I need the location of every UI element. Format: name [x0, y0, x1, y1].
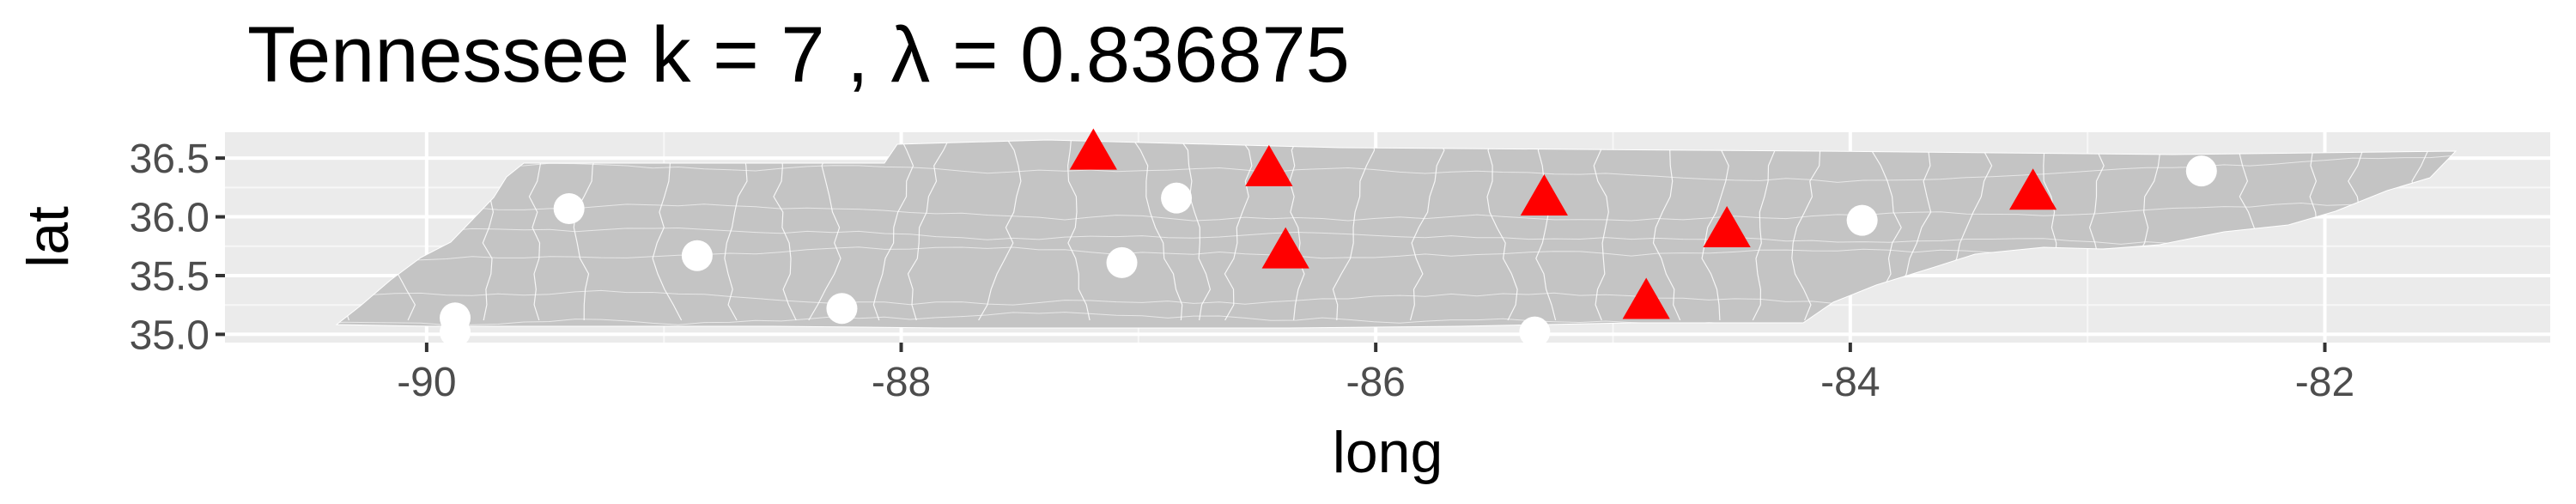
- county-boundary: [1178, 140, 1212, 321]
- x-axis-label: long: [1333, 420, 1443, 485]
- x-tick-label: -82: [2295, 360, 2354, 405]
- data-point-circle: [1106, 246, 1138, 278]
- county-boundary: [337, 155, 2456, 183]
- county-boundary: [1593, 140, 1609, 321]
- x-tick-label: -86: [1346, 360, 1405, 405]
- data-point-circle: [826, 293, 858, 325]
- y-tick-label: 35.5: [130, 254, 210, 300]
- county-boundary: [1791, 140, 1821, 321]
- county-boundary: [573, 140, 605, 321]
- county-boundary: [1131, 140, 1183, 321]
- county-boundary: [1066, 140, 1091, 321]
- data-point-circle: [553, 192, 585, 224]
- county-boundary: [1409, 140, 1445, 321]
- y-tick-label: 36.0: [130, 196, 210, 241]
- data-point-circle: [1846, 204, 1878, 236]
- county-boundary: [337, 202, 2456, 222]
- points-layer: [440, 155, 2217, 348]
- center-triangle: [1069, 128, 1117, 170]
- y-tick-label: 35.0: [130, 313, 210, 358]
- x-axis-ticks: -90 -88 -86 -84 -82: [397, 343, 2354, 405]
- data-point-circle: [2185, 155, 2217, 187]
- y-axis-label: lat: [15, 206, 81, 268]
- county-boundary: [528, 140, 544, 321]
- center-triangle: [1622, 277, 1670, 319]
- center-triangle: [1261, 227, 1309, 269]
- county-boundary: [1652, 140, 1681, 321]
- county-boundary: [1486, 140, 1518, 321]
- x-tick-label: -90: [397, 360, 456, 405]
- y-axis-ticks: 35.0 35.5 36.0 36.5: [130, 137, 225, 358]
- data-point-circle: [681, 240, 713, 271]
- county-boundary: [337, 227, 2456, 246]
- data-point-circle: [440, 302, 471, 334]
- y-tick-label: 36.5: [130, 137, 210, 182]
- county-boundary: [652, 140, 683, 321]
- x-tick-label: -88: [872, 360, 931, 405]
- county-boundary: [1289, 140, 1305, 321]
- county-boundary: [978, 140, 1022, 321]
- center-triangle: [1703, 206, 1751, 248]
- county-boundary: [773, 140, 797, 321]
- centers-layer: [1069, 128, 2057, 319]
- center-triangle: [1520, 174, 1568, 216]
- county-boundary: [724, 140, 748, 321]
- data-point-circle: [1161, 182, 1193, 214]
- center-triangle: [2009, 168, 2057, 210]
- county-boundary: [1224, 140, 1253, 321]
- data-point-circle: [1519, 316, 1551, 348]
- county-boundary: [872, 140, 914, 321]
- county-boundary: [1535, 140, 1557, 321]
- county-boundary: [907, 140, 951, 321]
- county-boundary: [1701, 140, 1730, 321]
- center-triangle: [1245, 144, 1293, 186]
- county-boundary: [1332, 140, 1376, 321]
- county-boundary: [1752, 140, 1777, 321]
- chart-title: Tennessee k = 7 , λ = 0.836875: [247, 11, 1350, 99]
- tennessee-map: [335, 139, 2458, 329]
- x-tick-label: -84: [1820, 360, 1880, 405]
